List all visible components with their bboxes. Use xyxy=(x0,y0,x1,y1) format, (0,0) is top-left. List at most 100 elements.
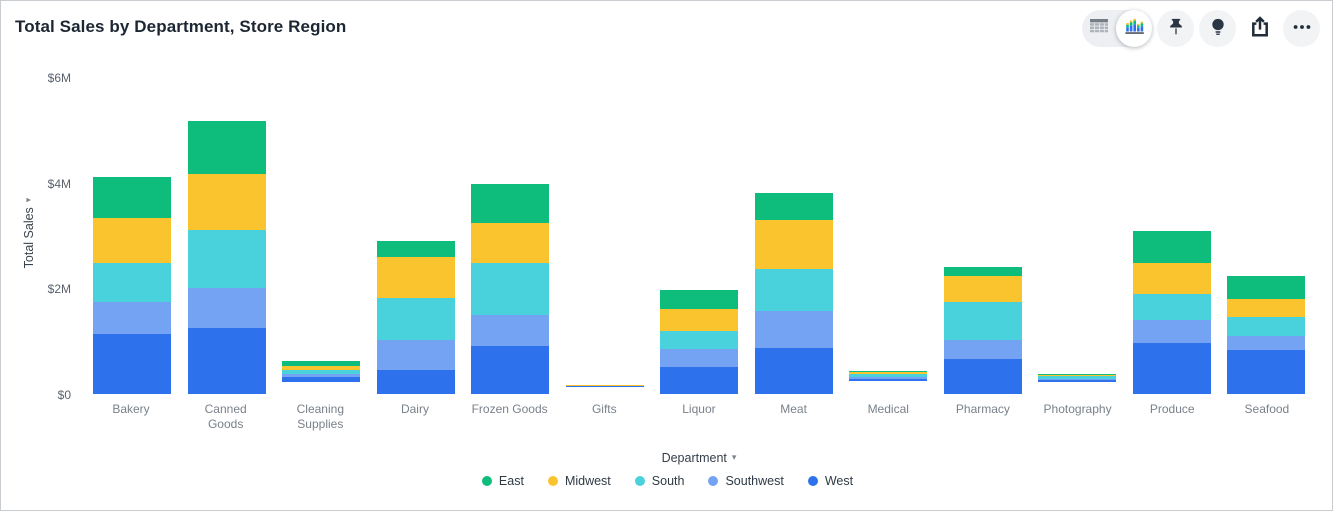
bar-segment-west[interactable] xyxy=(1132,343,1211,395)
bar-photography[interactable] xyxy=(1037,372,1117,395)
x-axis-label: Meat xyxy=(780,402,807,416)
table-view-button[interactable] xyxy=(1082,10,1116,47)
bar-segment-southwest[interactable] xyxy=(187,287,266,328)
bar-bakery[interactable] xyxy=(92,175,172,395)
bar-segment-east[interactable] xyxy=(1038,373,1116,375)
plot-area xyxy=(92,78,1306,395)
bar-segment-midwest[interactable] xyxy=(1132,262,1211,295)
view-toggle[interactable] xyxy=(1082,10,1152,47)
bar-frozen-goods[interactable] xyxy=(470,183,550,395)
bar-segment-south[interactable] xyxy=(660,331,738,349)
bar-segment-west[interactable] xyxy=(187,327,266,395)
bar-segment-south[interactable] xyxy=(471,262,549,316)
bar-segment-west[interactable] xyxy=(754,347,833,395)
bar-segment-south[interactable] xyxy=(1227,317,1305,336)
bar-segment-west[interactable] xyxy=(93,334,171,395)
bar-cleaning-supplies[interactable] xyxy=(281,359,361,395)
bar-segment-southwest[interactable] xyxy=(849,376,927,379)
bar-segment-east[interactable] xyxy=(943,266,1022,277)
pin-button[interactable] xyxy=(1157,10,1194,47)
bar-segment-midwest[interactable] xyxy=(187,174,266,231)
bar-segment-east[interactable] xyxy=(849,370,927,372)
bar-segment-east[interactable] xyxy=(754,193,833,220)
bar-segment-southwest[interactable] xyxy=(754,311,833,348)
legend-item-south[interactable]: South xyxy=(634,474,685,488)
bar-segment-west[interactable] xyxy=(471,346,549,394)
share-button[interactable] xyxy=(1241,10,1278,47)
bar-segment-midwest[interactable] xyxy=(376,256,455,298)
bar-segment-south[interactable] xyxy=(754,268,833,312)
bar-pharmacy[interactable] xyxy=(942,265,1023,395)
bar-canned-goods[interactable] xyxy=(186,120,267,395)
bar-segment-midwest[interactable] xyxy=(1038,374,1116,377)
x-axis-label: Frozen Goods xyxy=(471,402,548,416)
bar-segment-south[interactable] xyxy=(376,297,455,340)
bar-segment-east[interactable] xyxy=(660,289,738,310)
bar-segment-south[interactable] xyxy=(1038,376,1116,379)
legend-item-southwest[interactable]: Southwest xyxy=(708,474,784,488)
bar-segment-southwest[interactable] xyxy=(943,339,1022,360)
bar-segment-south[interactable] xyxy=(93,262,171,303)
bar-segment-southwest[interactable] xyxy=(660,348,738,368)
bar-segment-midwest[interactable] xyxy=(754,219,833,269)
legend-item-east[interactable]: East xyxy=(481,474,524,488)
x-axis-label: Dairy xyxy=(400,402,429,416)
bar-segment-west[interactable] xyxy=(1227,350,1305,394)
x-axis-title[interactable]: Department ▾ xyxy=(92,451,1306,465)
bar-dairy[interactable] xyxy=(375,239,456,395)
bar-segment-southwest[interactable] xyxy=(376,339,455,371)
x-axis-label: Pharmacy xyxy=(955,402,1010,416)
bar-segment-southwest[interactable] xyxy=(282,374,360,378)
bar-segment-east[interactable] xyxy=(282,360,360,366)
bar-medical[interactable] xyxy=(848,369,928,395)
bar-gifts[interactable] xyxy=(564,384,645,395)
bar-produce[interactable] xyxy=(1131,230,1212,395)
legend-item-west[interactable]: West xyxy=(807,474,854,488)
bar-segment-west[interactable] xyxy=(376,370,455,394)
bar-segment-southwest[interactable] xyxy=(93,302,171,335)
bar-segment-southwest[interactable] xyxy=(1132,320,1211,344)
bar-segment-east[interactable] xyxy=(376,240,455,257)
bar-segment-west[interactable] xyxy=(943,359,1022,395)
bar-segment-midwest[interactable] xyxy=(943,276,1022,303)
chart-view-button[interactable] xyxy=(1116,10,1152,47)
y-tick-label: $2M xyxy=(47,282,71,297)
bar-segment-south[interactable] xyxy=(187,230,266,288)
x-axis-title-label: Department xyxy=(661,451,727,465)
bar-segment-east[interactable] xyxy=(471,184,549,223)
bar-segment-midwest[interactable] xyxy=(849,371,927,374)
bar-segment-midwest[interactable] xyxy=(471,222,549,263)
bar-segment-east[interactable] xyxy=(93,176,171,218)
legend-label: West xyxy=(824,474,854,488)
bar-segment-midwest[interactable] xyxy=(660,309,738,332)
bar-segment-east[interactable] xyxy=(1227,275,1305,300)
bar-segment-west[interactable] xyxy=(282,377,360,382)
legend-label: Southwest xyxy=(725,474,784,488)
bar-segment-west[interactable] xyxy=(849,378,927,381)
legend-item-midwest[interactable]: Midwest xyxy=(547,474,611,488)
pin-icon xyxy=(1165,16,1187,41)
bar-segment-midwest[interactable] xyxy=(93,217,171,263)
bar-segment-southwest[interactable] xyxy=(1038,378,1116,381)
bar-meat[interactable] xyxy=(753,192,834,395)
x-axis-label: Produce xyxy=(1149,402,1195,416)
bar-segment-east[interactable] xyxy=(187,121,266,175)
bar-segment-south[interactable] xyxy=(943,302,1022,340)
bar-seafood[interactable] xyxy=(1226,274,1306,395)
y-tick-label: $4M xyxy=(47,176,71,191)
more-options-button[interactable] xyxy=(1283,10,1320,47)
bar-segment-midwest[interactable] xyxy=(1227,299,1305,318)
bar-segment-west[interactable] xyxy=(660,367,738,394)
bar-segment-south[interactable] xyxy=(282,369,360,375)
legend-label: South xyxy=(651,474,685,488)
x-axis-labels: Bakery Canned Goods Cleaning Supplies Dairy… xyxy=(92,402,1306,432)
bar-segment-southwest[interactable] xyxy=(1227,335,1305,351)
bar-segment-west[interactable] xyxy=(1038,380,1116,382)
bar-segment-east[interactable] xyxy=(1132,231,1211,263)
bar-segment-southwest[interactable] xyxy=(471,315,549,347)
bar-segment-south[interactable] xyxy=(1132,294,1211,321)
bar-liquor[interactable] xyxy=(659,288,739,395)
lightbulb-button[interactable] xyxy=(1199,10,1236,47)
bar-segment-midwest[interactable] xyxy=(282,365,360,370)
bar-segment-south[interactable] xyxy=(849,373,927,377)
